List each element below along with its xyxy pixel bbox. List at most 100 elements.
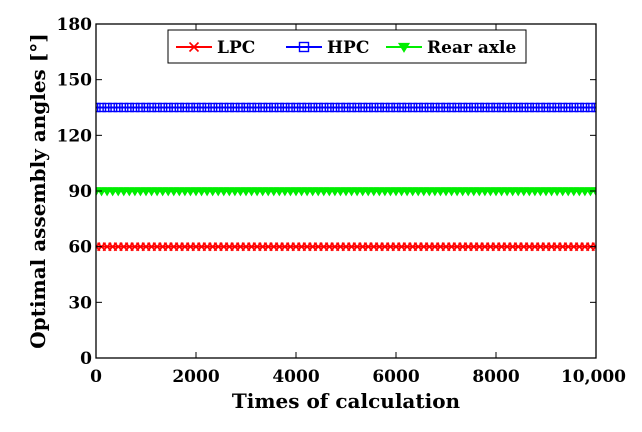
marker-hpc [296, 102, 307, 113]
y-tick-label: 0 [80, 349, 92, 369]
marker-rear-axle [590, 187, 596, 197]
y-tick-label: 120 [57, 126, 93, 146]
marker-hpc [424, 102, 435, 113]
marker-hpc [269, 102, 279, 113]
marker-hpc [224, 102, 235, 113]
series-rear-axle [96, 187, 596, 197]
marker-hpc [130, 102, 140, 113]
marker-hpc [491, 102, 501, 113]
x-tick-label: 8000 [472, 367, 519, 387]
marker-hpc [330, 102, 340, 113]
marker-hpc [135, 102, 146, 113]
marker-hpc [263, 102, 273, 113]
marker-hpc [369, 102, 379, 113]
marker-hpc [485, 102, 496, 113]
marker-hpc [463, 102, 473, 113]
legend-label: LPC [217, 38, 255, 58]
marker-hpc [96, 102, 107, 113]
marker-hpc [163, 102, 173, 113]
marker-hpc [391, 102, 401, 113]
x-tick-label: 2000 [172, 367, 219, 387]
marker-hpc [413, 102, 423, 113]
marker-hpc [191, 102, 201, 113]
marker-hpc [563, 102, 573, 113]
marker-hpc [113, 102, 123, 113]
marker-hpc [307, 102, 318, 113]
marker-hpc [580, 102, 590, 113]
legend-item-rear-axle: Rear axle [386, 38, 516, 58]
marker-hpc [457, 102, 468, 113]
marker-hpc [235, 102, 246, 113]
marker-hpc [507, 102, 518, 113]
marker-hpc [207, 102, 218, 113]
x-tick-label: 0 [90, 367, 102, 387]
marker-hpc [574, 102, 585, 113]
marker-hpc [157, 102, 168, 113]
marker-hpc [280, 102, 290, 113]
marker-hpc [357, 102, 368, 113]
series-lpc [96, 242, 596, 252]
marker-hpc [313, 102, 323, 113]
marker-hpc [319, 102, 329, 113]
x-tick-label: 10,000 [561, 367, 626, 387]
series-layer [96, 102, 596, 252]
marker-hpc [380, 102, 390, 113]
x-tick-label: 4000 [272, 367, 319, 387]
marker-hpc [180, 102, 190, 113]
y-tick-label: 180 [57, 15, 93, 35]
marker-hpc [502, 102, 512, 113]
marker-hpc [552, 102, 562, 113]
marker-hpc [407, 102, 418, 113]
marker-hpc [102, 102, 112, 113]
marker-hpc [374, 102, 385, 113]
y-tick-label: 60 [68, 238, 92, 258]
marker-hpc [419, 102, 429, 113]
marker-hpc [257, 102, 268, 113]
tick-layer: 0 2000 4000 6000 8000 10,000 0 30 60 90 120 150 180 [57, 15, 627, 387]
marker-hpc [441, 102, 451, 113]
marker-hpc [585, 102, 596, 113]
legend-marker-lpc [188, 41, 200, 53]
marker-hpc [435, 102, 446, 113]
marker-hpc [341, 102, 351, 113]
marker-hpc [96, 102, 101, 113]
marker-hpc [169, 102, 179, 113]
marker-hpc [346, 102, 357, 113]
marker-hpc [402, 102, 412, 113]
legend-box [167, 29, 527, 64]
y-axis-label: Optimal assembly angles [°] [26, 33, 50, 348]
marker-hpc [591, 102, 596, 113]
legend-label: Rear axle [427, 38, 516, 58]
legend-item-hpc: HPC [286, 38, 369, 58]
marker-hpc [185, 102, 196, 113]
marker-hpc [474, 102, 485, 113]
marker-hpc [324, 102, 335, 113]
marker-hpc [152, 102, 162, 113]
marker-hpc [480, 102, 490, 113]
legend-item-lpc: LPC [176, 38, 255, 58]
marker-hpc [469, 102, 479, 113]
marker-hpc [557, 102, 568, 113]
y-tick-label: 150 [57, 71, 93, 91]
y-tick-label: 30 [68, 293, 92, 313]
series-hpc [96, 102, 596, 113]
marker-hpc [430, 102, 440, 113]
marker-hpc [446, 102, 457, 113]
marker-lpc [591, 242, 596, 252]
marker-hpc [569, 102, 579, 113]
marker-hpc [230, 102, 240, 113]
marker-hpc [452, 102, 462, 113]
marker-hpc [519, 102, 529, 113]
marker-hpc [396, 102, 407, 113]
marker-hpc [174, 102, 185, 113]
marker-hpc [385, 102, 396, 113]
y-tick-label: 90 [68, 182, 92, 202]
marker-hpc [107, 102, 118, 113]
marker-hpc [219, 102, 229, 113]
marker-hpc [335, 102, 346, 113]
legend-label: HPC [327, 38, 369, 58]
marker-hpc [363, 102, 373, 113]
marker-hpc [196, 102, 207, 113]
marker-hpc [246, 102, 257, 113]
